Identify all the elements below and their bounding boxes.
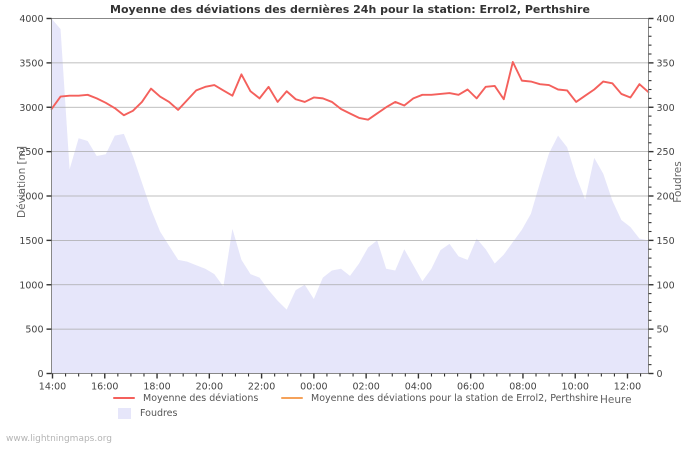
svg-text:00:00: 00:00 (300, 382, 327, 393)
svg-text:300: 300 (657, 103, 675, 114)
svg-text:10:00: 10:00 (562, 382, 589, 393)
svg-text:100: 100 (657, 280, 675, 291)
legend-label-0: Moyenne des déviations (143, 392, 259, 404)
svg-text:3500: 3500 (19, 58, 43, 69)
svg-text:400: 400 (657, 14, 675, 25)
svg-text:06:00: 06:00 (457, 382, 484, 393)
legend-line-swatch-orange (281, 396, 303, 400)
legend-label-2: Foudres (140, 407, 178, 419)
legend-area-swatch-foudres (118, 407, 131, 419)
x-axis-label: Heure (600, 394, 632, 406)
svg-text:200: 200 (657, 192, 675, 203)
svg-text:250: 250 (657, 147, 675, 158)
legend-item-moyenne-deviations-station[interactable]: Moyenne des déviations pour la station d… (281, 391, 598, 405)
svg-text:18:00: 18:00 (143, 382, 170, 393)
svg-text:2500: 2500 (19, 147, 43, 158)
svg-text:2000: 2000 (19, 192, 43, 203)
svg-text:08:00: 08:00 (509, 382, 536, 393)
svg-text:14:00: 14:00 (39, 382, 66, 393)
svg-text:0: 0 (37, 369, 43, 380)
page-title: Moyenne des déviations des dernières 24h… (110, 3, 590, 16)
svg-text:04:00: 04:00 (405, 382, 432, 393)
svg-text:350: 350 (657, 58, 675, 69)
svg-text:02:00: 02:00 (352, 382, 379, 393)
svg-text:50: 50 (657, 325, 669, 336)
svg-text:500: 500 (25, 325, 43, 336)
legend-line-swatch-red (113, 396, 135, 400)
svg-text:22:00: 22:00 (248, 382, 275, 393)
legend-label-1: Moyenne des déviations pour la station d… (311, 392, 599, 404)
y-axis-label-right: Foudres (672, 161, 684, 203)
svg-text:1000: 1000 (19, 280, 43, 291)
svg-text:1500: 1500 (19, 236, 43, 247)
y-axis-label-left: Déviation [m] (16, 146, 28, 218)
svg-text:150: 150 (657, 236, 675, 247)
svg-text:4000: 4000 (19, 14, 43, 25)
svg-text:0: 0 (657, 369, 663, 380)
legend-item-moyenne-deviations[interactable]: Moyenne des déviations (113, 391, 258, 405)
legend-item-foudres[interactable]: Foudres (113, 406, 177, 420)
svg-text:16:00: 16:00 (91, 382, 118, 393)
svg-text:12:00: 12:00 (614, 382, 641, 393)
svg-text:3000: 3000 (19, 103, 43, 114)
svg-text:20:00: 20:00 (196, 382, 223, 393)
watermark: www.lightningmaps.org (6, 434, 112, 444)
